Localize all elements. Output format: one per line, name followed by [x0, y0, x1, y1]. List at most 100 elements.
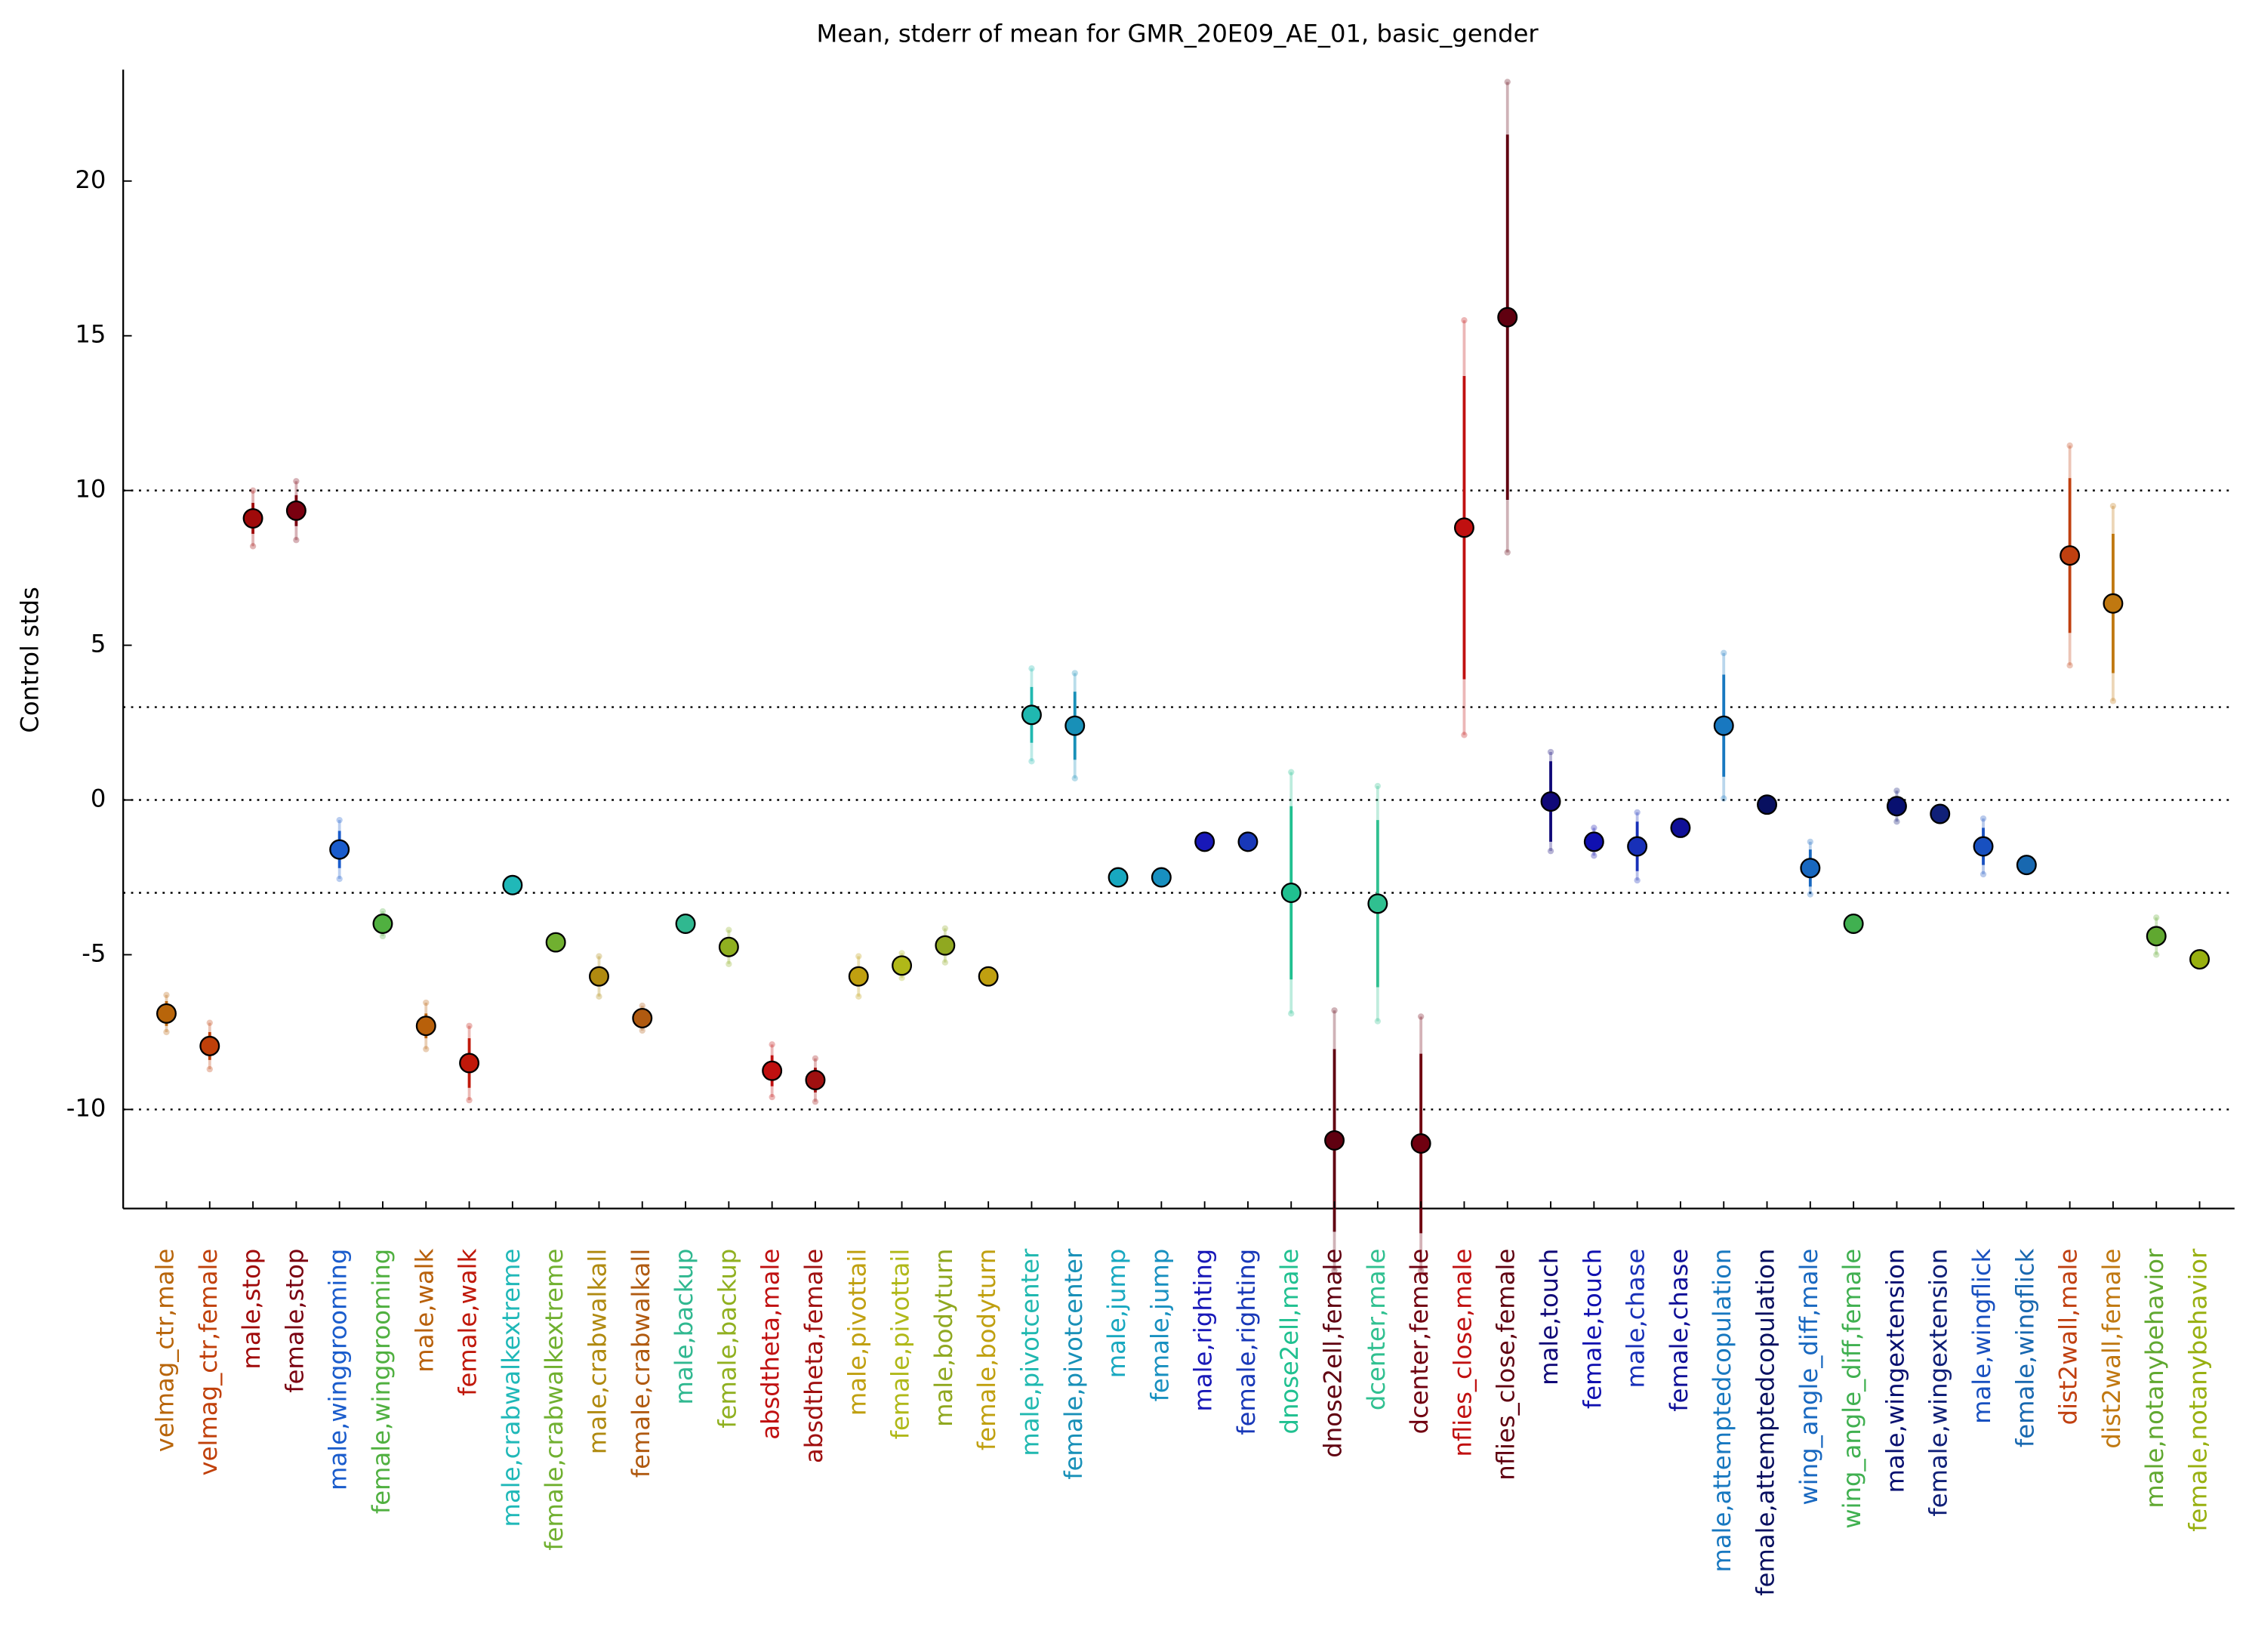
x-tick-label: nflies_close,male [1448, 1249, 1477, 1457]
std-low [1417, 1267, 1425, 1274]
std-high [769, 1041, 775, 1048]
mean-marker [459, 1053, 480, 1074]
mean-marker [1021, 704, 1042, 726]
std-low [1591, 852, 1597, 859]
mean-marker [1713, 715, 1734, 736]
std-low [596, 993, 602, 1000]
std-low [1071, 775, 1078, 782]
std-high [1288, 769, 1295, 775]
mean-marker [1973, 836, 1994, 857]
std-high [466, 1022, 473, 1029]
mean-marker [762, 1060, 783, 1081]
std-low [898, 975, 905, 982]
std-high [855, 953, 862, 960]
x-tick-label: male,backup [670, 1249, 698, 1405]
std-low [1807, 891, 1814, 898]
mean-marker [502, 874, 523, 895]
std-low [336, 875, 343, 883]
mean-marker [2146, 926, 2167, 947]
mean-marker [675, 914, 696, 934]
x-tick-label: male,crabwalkextreme [497, 1249, 525, 1527]
std-high [639, 1002, 645, 1009]
x-tick-label: female,stop [280, 1249, 309, 1393]
y-tick-label: -5 [82, 938, 106, 967]
x-tick-label: female,jump [1145, 1249, 1174, 1402]
std-high [249, 487, 257, 494]
std-low [1979, 871, 1987, 878]
std-low [379, 932, 387, 940]
mean-marker [978, 966, 999, 987]
x-tick-label: male,stop [237, 1249, 266, 1370]
mean-marker [1757, 794, 1778, 815]
std-high [1028, 665, 1035, 672]
mean-marker [1410, 1133, 1431, 1154]
std-high [163, 991, 170, 998]
mean-marker [1064, 715, 1086, 736]
y-tick-label: 10 [75, 475, 106, 504]
mean-marker [415, 1016, 436, 1037]
mean-marker [1930, 803, 1951, 824]
std-low [1721, 795, 1727, 802]
std-high [1893, 787, 1900, 794]
x-tick-label: male,wingextension [1881, 1249, 1909, 1493]
std-low [855, 993, 862, 1000]
std-high [812, 1055, 819, 1062]
std-high [1374, 782, 1382, 790]
mean-marker [1367, 893, 1388, 914]
std-low [293, 537, 300, 544]
std-high [2066, 442, 2073, 449]
x-tick-label: nflies_close,female [1492, 1249, 1520, 1481]
std-low [1461, 732, 1468, 738]
x-tick-label: male,jump [1102, 1249, 1131, 1379]
mean-marker [2189, 949, 2210, 970]
std-high [423, 999, 430, 1006]
mean-marker [588, 966, 609, 987]
mean-marker [1194, 831, 1215, 852]
mean-marker [1497, 307, 1518, 328]
std-high [1721, 649, 1727, 657]
std-high [1979, 815, 1987, 822]
std-low [1331, 1267, 1338, 1274]
std-high [941, 925, 949, 932]
mean-marker [285, 500, 307, 521]
std-high [1547, 748, 1554, 756]
mean-marker [1324, 1130, 1345, 1151]
y-tick-label: 15 [75, 320, 106, 349]
x-tick-label: male,pivotcenter [1015, 1248, 1044, 1456]
std-low [1374, 1018, 1382, 1025]
x-tick-label: female,wingflick [2010, 1248, 2039, 1447]
std-low [466, 1096, 473, 1104]
mean-marker [2060, 545, 2081, 566]
mean-marker [2103, 593, 2124, 614]
mean-marker [329, 839, 350, 860]
x-tick-label: female,attemptedcopulation [1752, 1249, 1780, 1596]
x-tick-label: dnose2ell,female [1319, 1249, 1348, 1458]
x-tick-label: velmag_ctr,female [194, 1249, 223, 1476]
x-tick-label: female,wingextension [1924, 1249, 1953, 1517]
x-tick-label: male,crabwalkall [583, 1249, 612, 1454]
mean-marker [242, 508, 263, 529]
std-low [2153, 951, 2160, 958]
mean-marker [718, 936, 739, 957]
std-high [2109, 502, 2117, 510]
std-high [726, 926, 732, 933]
y-axis-label: Control stds [16, 587, 45, 733]
std-high [1417, 1013, 1425, 1020]
x-tick-label: male,wingflick [1967, 1248, 1996, 1423]
std-low [249, 543, 257, 550]
std-high [1071, 670, 1078, 677]
std-high [1504, 79, 1511, 85]
x-tick-label: dnose2ell,male [1275, 1249, 1304, 1435]
y-tick-label: 0 [91, 784, 106, 813]
std-high [596, 953, 602, 960]
x-tick-label: male,winggrooming [324, 1249, 353, 1490]
x-tick-label: female,touch [1578, 1249, 1607, 1409]
mean-marker [935, 935, 956, 956]
std-high [1807, 838, 1814, 846]
chart-title: Mean, stderr of mean for GMR_20E09_AE_01… [817, 20, 1539, 48]
mean-marker [848, 966, 869, 987]
std-low [1893, 818, 1900, 825]
mean-marker [1151, 867, 1172, 888]
x-tick-label: female,backup [713, 1249, 741, 1429]
